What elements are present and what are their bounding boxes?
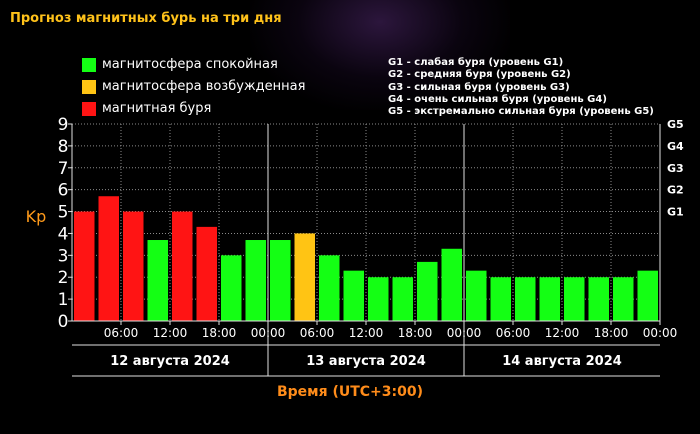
status-legend: магнитосфера спокойная магнитосфера возб… — [82, 57, 305, 123]
y-tick-label: 0 — [58, 312, 69, 332]
bar — [196, 226, 217, 321]
x-tick-label: 06:00 — [300, 326, 335, 340]
bar — [270, 240, 291, 321]
bar — [98, 196, 119, 321]
x-tick-label: 00:00 — [643, 326, 678, 340]
legend-item-storm: магнитная буря — [82, 101, 305, 123]
g-legend-g3: G3 - сильная буря (уровень G3) — [388, 81, 570, 93]
legend-label-storm: магнитная буря — [102, 101, 212, 116]
x-tick-label: 00:00 — [251, 326, 286, 340]
y-tick-label: 9 — [58, 115, 69, 135]
bar — [221, 255, 242, 321]
g-legend-g4: G4 - очень сильная буря (уровень G4) — [388, 93, 607, 105]
x-tick-label: 06:00 — [104, 326, 139, 340]
y-tick-label: 5 — [58, 203, 69, 223]
day-label: 14 августа 2024 — [502, 354, 622, 369]
g-level-label: G2 — [667, 184, 684, 197]
y-tick-label: 7 — [58, 159, 69, 179]
x-tick-label: 12:00 — [545, 326, 580, 340]
y-tick-label: 8 — [58, 137, 69, 157]
y-tick-label: 4 — [58, 224, 69, 244]
legend-label-calm: магнитосфера спокойная — [102, 57, 278, 72]
day-label: 12 августа 2024 — [110, 354, 230, 369]
bar — [490, 277, 511, 321]
x-tick-label: 12:00 — [349, 326, 384, 340]
legend-swatch-calm — [82, 58, 96, 72]
g-legend-g5: G5 - экстремально сильная буря (уровень … — [388, 106, 654, 118]
bar — [441, 248, 462, 321]
g-level-label: G5 — [667, 118, 684, 131]
g-level-label: G1 — [667, 206, 684, 219]
bar — [515, 277, 536, 321]
x-tick-label: 18:00 — [594, 326, 629, 340]
y-axis-label: Kp — [26, 207, 47, 226]
page-title: Прогноз магнитных бурь на три дня — [10, 11, 282, 26]
x-tick-label: 12:00 — [153, 326, 188, 340]
g-level-legend: G1 - слабая буря (уровень G1) G2 - средн… — [388, 57, 654, 118]
bar — [172, 211, 193, 321]
bar — [74, 211, 95, 321]
bar — [343, 270, 364, 321]
bar — [564, 277, 585, 321]
bar — [147, 240, 168, 321]
x-tick-label: 00:00 — [447, 326, 482, 340]
y-tick-label: 2 — [58, 268, 69, 288]
legend-label-excited: магнитосфера возбужденная — [102, 79, 306, 94]
legend-swatch-storm — [82, 102, 96, 116]
g-level-label: G4 — [667, 140, 684, 153]
bar — [245, 240, 266, 321]
bar — [392, 277, 413, 321]
x-axis-label: Время (UTC+3:00) — [276, 384, 424, 400]
bar — [539, 277, 560, 321]
y-tick-label: 6 — [58, 181, 69, 201]
x-tick-label: 06:00 — [496, 326, 531, 340]
bar — [613, 277, 634, 321]
g-legend-g1: G1 - слабая буря (уровень G1) — [388, 57, 564, 68]
legend-item-excited: магнитосфера возбужденная — [82, 79, 305, 101]
bar — [466, 270, 487, 321]
bar — [368, 277, 389, 321]
x-tick-label: 18:00 — [202, 326, 237, 340]
legend-item-calm: магнитосфера спокойная — [82, 57, 305, 79]
x-tick-label: 18:00 — [398, 326, 433, 340]
g-level-label: G3 — [667, 162, 684, 175]
y-tick-label: 3 — [58, 246, 69, 266]
bar — [123, 211, 144, 321]
bar — [319, 255, 340, 321]
g-legend-g2: G2 - средняя буря (уровень G2) — [388, 69, 571, 81]
bar — [294, 233, 315, 321]
day-label: 13 августа 2024 — [306, 354, 426, 369]
bar — [417, 261, 438, 321]
legend-swatch-excited — [82, 80, 96, 94]
y-tick-label: 1 — [58, 290, 69, 310]
bar — [588, 277, 609, 321]
bar — [637, 270, 658, 321]
